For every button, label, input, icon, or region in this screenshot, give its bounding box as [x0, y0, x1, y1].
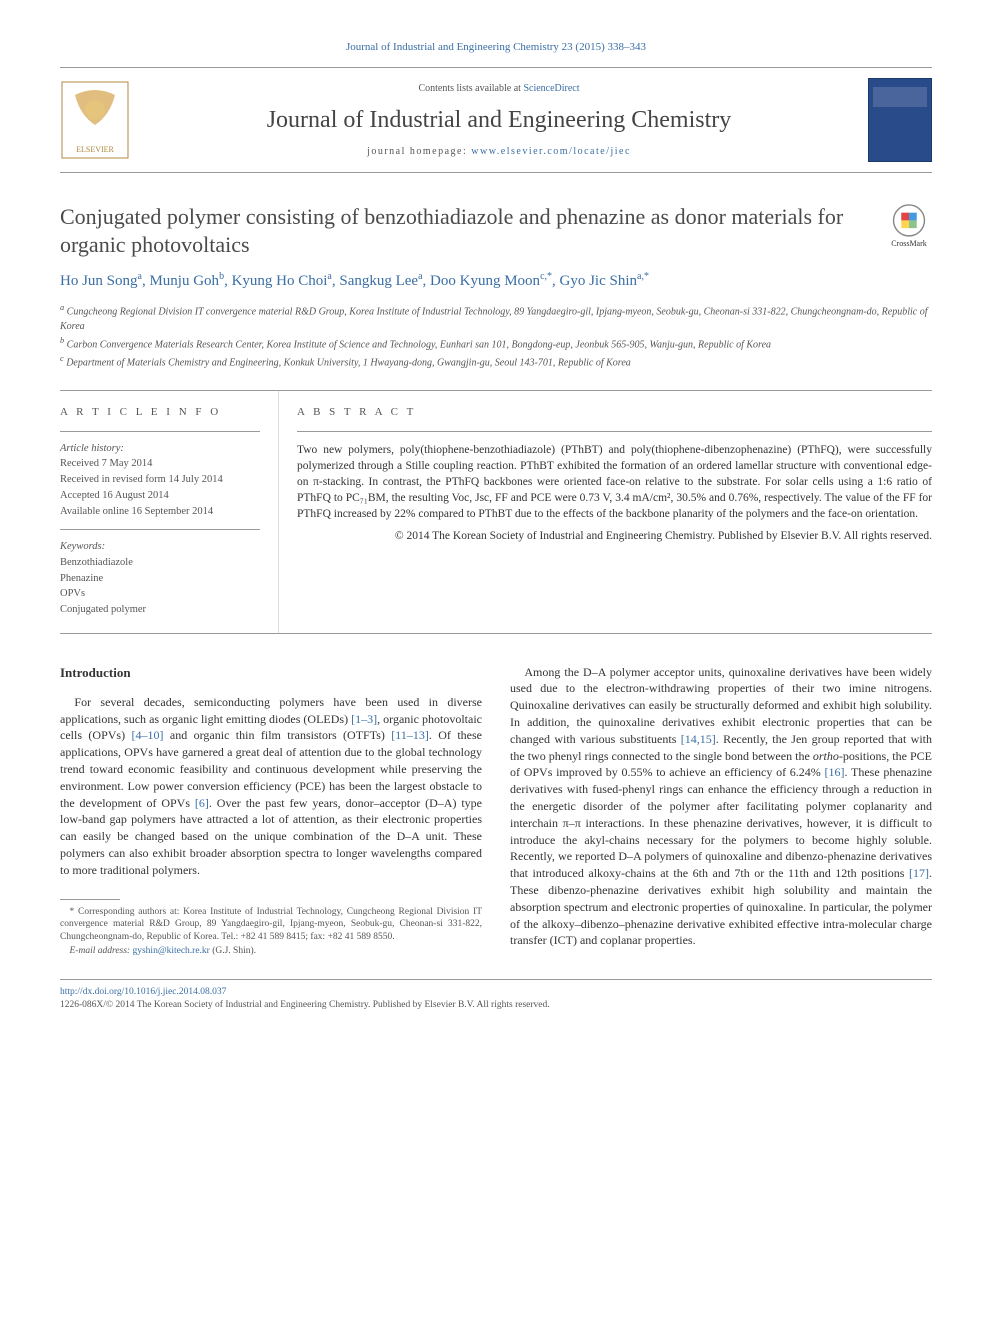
corresponding-email-link[interactable]: gyshin@kitech.re.kr — [132, 946, 209, 956]
elsevier-logo-icon: ELSEVIER — [60, 80, 130, 160]
crossmark-icon — [891, 203, 927, 238]
affiliations: a Cungcheong Regional Division IT conver… — [60, 302, 932, 370]
corresponding-author-footnote: * Corresponding authors at: Korea Instit… — [60, 906, 482, 958]
journal-name: Journal of Industrial and Engineering Ch… — [150, 104, 848, 138]
journal-homepage-line: journal homepage: www.elsevier.com/locat… — [150, 145, 848, 159]
article-info-heading: A R T I C L E I N F O — [60, 405, 260, 420]
journal-cover-icon — [868, 78, 932, 162]
sciencedirect-link[interactable]: ScienceDirect — [523, 83, 579, 94]
author-list: Ho Jun Songa, Munju Gohb, Kyung Ho Choia… — [60, 270, 932, 292]
keyword: Conjugated polymer — [60, 603, 260, 618]
contents-lists-line: Contents lists available at ScienceDirec… — [150, 82, 848, 96]
email-suffix: (G.J. Shin). — [210, 946, 256, 956]
online-date: Available online 16 September 2014 — [60, 505, 260, 520]
received-date: Received 7 May 2014 — [60, 457, 260, 472]
affiliation-c: c Department of Materials Chemistry and … — [60, 353, 932, 370]
revised-date: Received in revised form 14 July 2014 — [60, 473, 260, 488]
abstract-heading: A B S T R A C T — [297, 405, 932, 420]
contents-prefix: Contents lists available at — [418, 83, 523, 94]
column-left: Introduction For several decades, semico… — [60, 664, 482, 959]
keywords-label: Keywords: — [60, 540, 260, 555]
email-label: E-mail address: — [70, 946, 133, 956]
corresponding-text: * Corresponding authors at: Korea Instit… — [60, 906, 482, 944]
article-info-panel: A R T I C L E I N F O Article history: R… — [60, 391, 278, 632]
crossmark-badge[interactable]: CrossMark — [886, 203, 932, 249]
svg-text:ELSEVIER: ELSEVIER — [76, 145, 114, 154]
email-line: E-mail address: gyshin@kitech.re.kr (G.J… — [60, 945, 482, 958]
keyword: Phenazine — [60, 572, 260, 587]
page-footer: http://dx.doi.org/10.1016/j.jiec.2014.08… — [60, 979, 932, 1013]
masthead-center: Contents lists available at ScienceDirec… — [150, 82, 848, 160]
masthead: ELSEVIER Contents lists available at Sci… — [60, 67, 932, 173]
intro-paragraph-2: Among the D–A polymer acceptor units, qu… — [510, 664, 932, 950]
introduction-heading: Introduction — [60, 664, 482, 682]
crossmark-label: CrossMark — [891, 238, 927, 249]
abstract-panel: A B S T R A C T Two new polymers, poly(t… — [278, 391, 932, 632]
homepage-prefix: journal homepage: — [367, 146, 471, 157]
accepted-date: Accepted 16 August 2014 — [60, 489, 260, 504]
article-history-label: Article history: — [60, 442, 260, 457]
footnote-separator — [60, 899, 120, 900]
keyword: OPVs — [60, 587, 260, 602]
affiliation-b: b Carbon Convergence Materials Research … — [60, 335, 932, 352]
column-right: Among the D–A polymer acceptor units, qu… — [510, 664, 932, 959]
top-citation[interactable]: Journal of Industrial and Engineering Ch… — [60, 40, 932, 55]
article-title: Conjugated polymer consisting of benzoth… — [60, 203, 866, 258]
journal-homepage-link[interactable]: www.elsevier.com/locate/jiec — [471, 146, 631, 157]
issn-copyright-line: 1226-086X/© 2014 The Korean Society of I… — [60, 1000, 550, 1010]
abstract-text: Two new polymers, poly(thiophene-benzoth… — [297, 442, 932, 522]
abstract-copyright: © 2014 The Korean Society of Industrial … — [297, 528, 932, 544]
intro-paragraph-1: For several decades, semiconducting poly… — [60, 694, 482, 879]
affiliation-a: a Cungcheong Regional Division IT conver… — [60, 302, 932, 333]
body-columns: Introduction For several decades, semico… — [60, 664, 932, 959]
doi-link[interactable]: http://dx.doi.org/10.1016/j.jiec.2014.08… — [60, 987, 226, 997]
keyword: Benzothiadiazole — [60, 556, 260, 571]
